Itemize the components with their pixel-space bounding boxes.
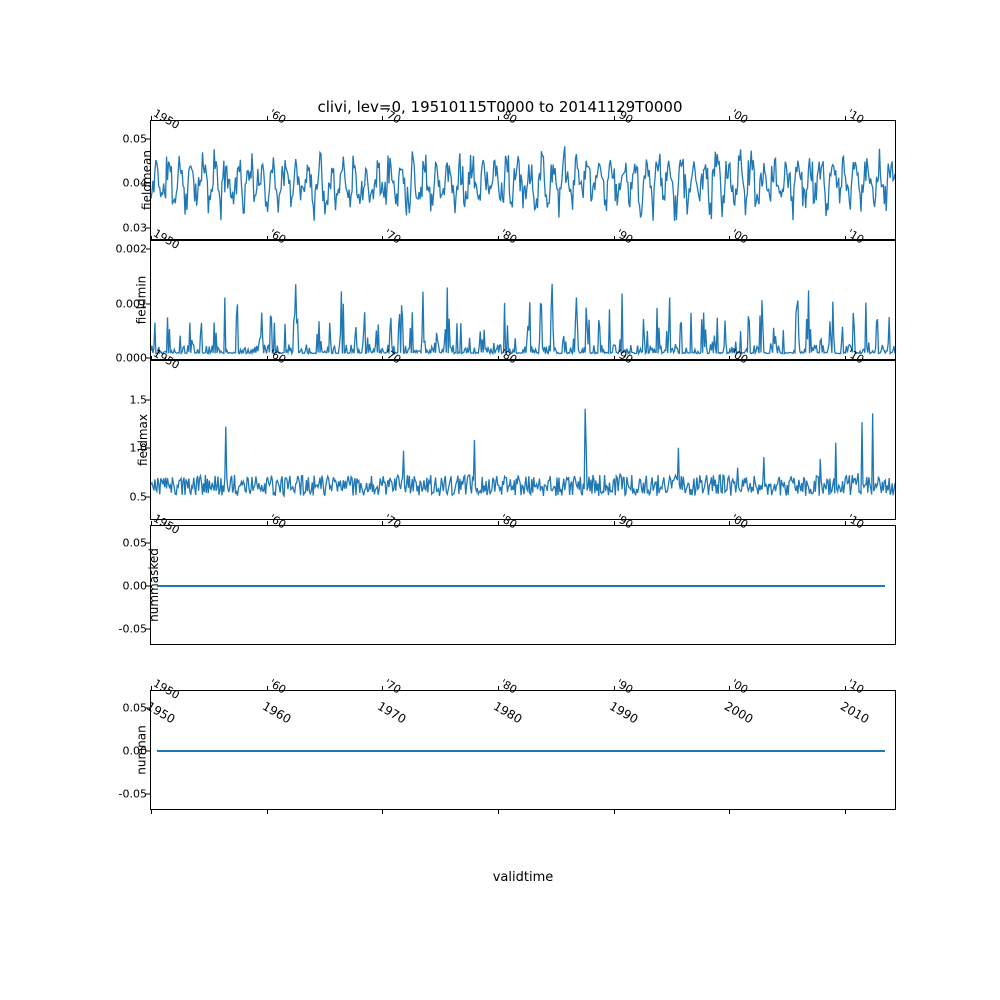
fieldmax-series [151,409,895,496]
ytick-label-fieldmax: 1.5 [130,393,148,406]
xtick-label-top-numnan-4: '90 [614,677,635,697]
xtick-label-bottom-0: 1950 [144,699,177,726]
nummasked-flatline [157,585,885,587]
fieldmin-line-chart [151,241,895,359]
xtick-label-bottom-6: 2010 [838,699,871,726]
xtick-label-top-numnan-2: '70 [382,677,403,697]
ytick-label-fieldmax: 0.5 [130,490,148,503]
fieldmean-line-chart [151,121,895,239]
ytick-label-nummasked: 0.05 [123,537,148,550]
xtick-label-bottom-2: 1970 [375,699,408,726]
ylabel-fieldmax: fieldmax [136,414,150,466]
numnan-flatline [157,750,885,752]
ytick-label-fieldmin: 0.000 [116,352,148,365]
subplot-fieldmean: fieldmean 0.03 0.04 0.05 1950'60'70'80'90 '… [150,120,896,240]
subplot-numnan: numnan -0.05 0.00 0.05 1950 1960 1970 1980 199… [150,690,896,810]
subplot-fieldmin: fieldmin 0.000 0.001 0.002 1950'60'70'80'9… [150,240,896,360]
ytick-label-fieldmax: 1.0 [130,442,148,455]
ytick-label-fieldmin: 0.002 [116,243,148,256]
xtick-label-bottom-5: 2000 [722,699,755,726]
ytick-label-numnan: -0.05 [119,787,147,800]
ytick-label-fieldmean: 0.05 [123,132,148,145]
xtick-label-top-numnan-3: '80 [498,677,519,697]
ytick-label-nummasked: 0.00 [123,580,148,593]
subplot-fieldmax: fieldmax 0.5 1.0 1.5 1950'60'70'80'90'00'1… [150,360,896,520]
ytick-label-nummasked: -0.05 [119,622,147,635]
fieldmin-series [151,284,895,354]
xtick-label-top-numnan-1: '60 [267,677,288,697]
ytick-label-numnan: 0.05 [123,702,148,715]
figure-container: clivi, lev=0, 19510115T0000 to 20141129T… [0,0,1000,1000]
ytick-label-numnan: 0.00 [123,745,148,758]
ytick-label-fieldmin: 0.001 [116,297,148,310]
xaxis-title: validtime [150,870,896,885]
xtick-label-bottom-4: 1990 [607,699,640,726]
ytick-label-fieldmean: 0.03 [123,221,148,234]
fieldmax-line-chart [151,361,895,519]
xtick-label-bottom-3: 1980 [491,699,524,726]
xtick-label-top-numnan-0: 1950 [151,677,182,702]
fieldmean-series [151,146,895,221]
subplot-nummasked: nummasked -0.05 0.00 0.05 1950'60'70'80'90… [150,525,896,645]
xtick-label-bottom-1: 1960 [260,699,293,726]
ytick-label-fieldmean: 0.04 [123,177,148,190]
xtick-label-top-numnan-6: '10 [845,677,866,697]
xtick-label-top-numnan-5: '00 [729,677,750,697]
